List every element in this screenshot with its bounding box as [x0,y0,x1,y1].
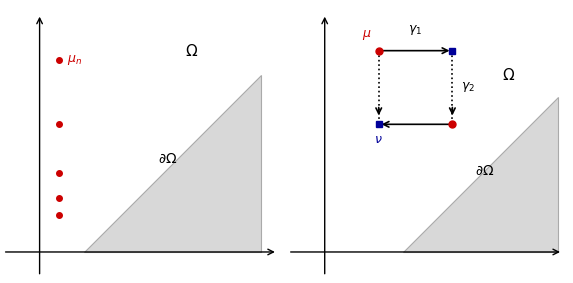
Text: $\partial\Omega$: $\partial\Omega$ [158,152,177,166]
Text: $\gamma_2$: $\gamma_2$ [461,80,475,95]
Text: $\mu$: $\mu$ [362,28,371,42]
Text: $\mu_n$: $\mu_n$ [66,53,82,67]
Polygon shape [84,75,261,252]
Text: $\gamma_1$: $\gamma_1$ [409,23,423,37]
Text: $\nu$: $\nu$ [374,133,383,146]
Polygon shape [403,97,558,252]
Text: $\Omega$: $\Omega$ [503,67,515,83]
Text: $\Omega$: $\Omega$ [185,43,198,59]
Text: $\partial\Omega$: $\partial\Omega$ [474,164,494,178]
